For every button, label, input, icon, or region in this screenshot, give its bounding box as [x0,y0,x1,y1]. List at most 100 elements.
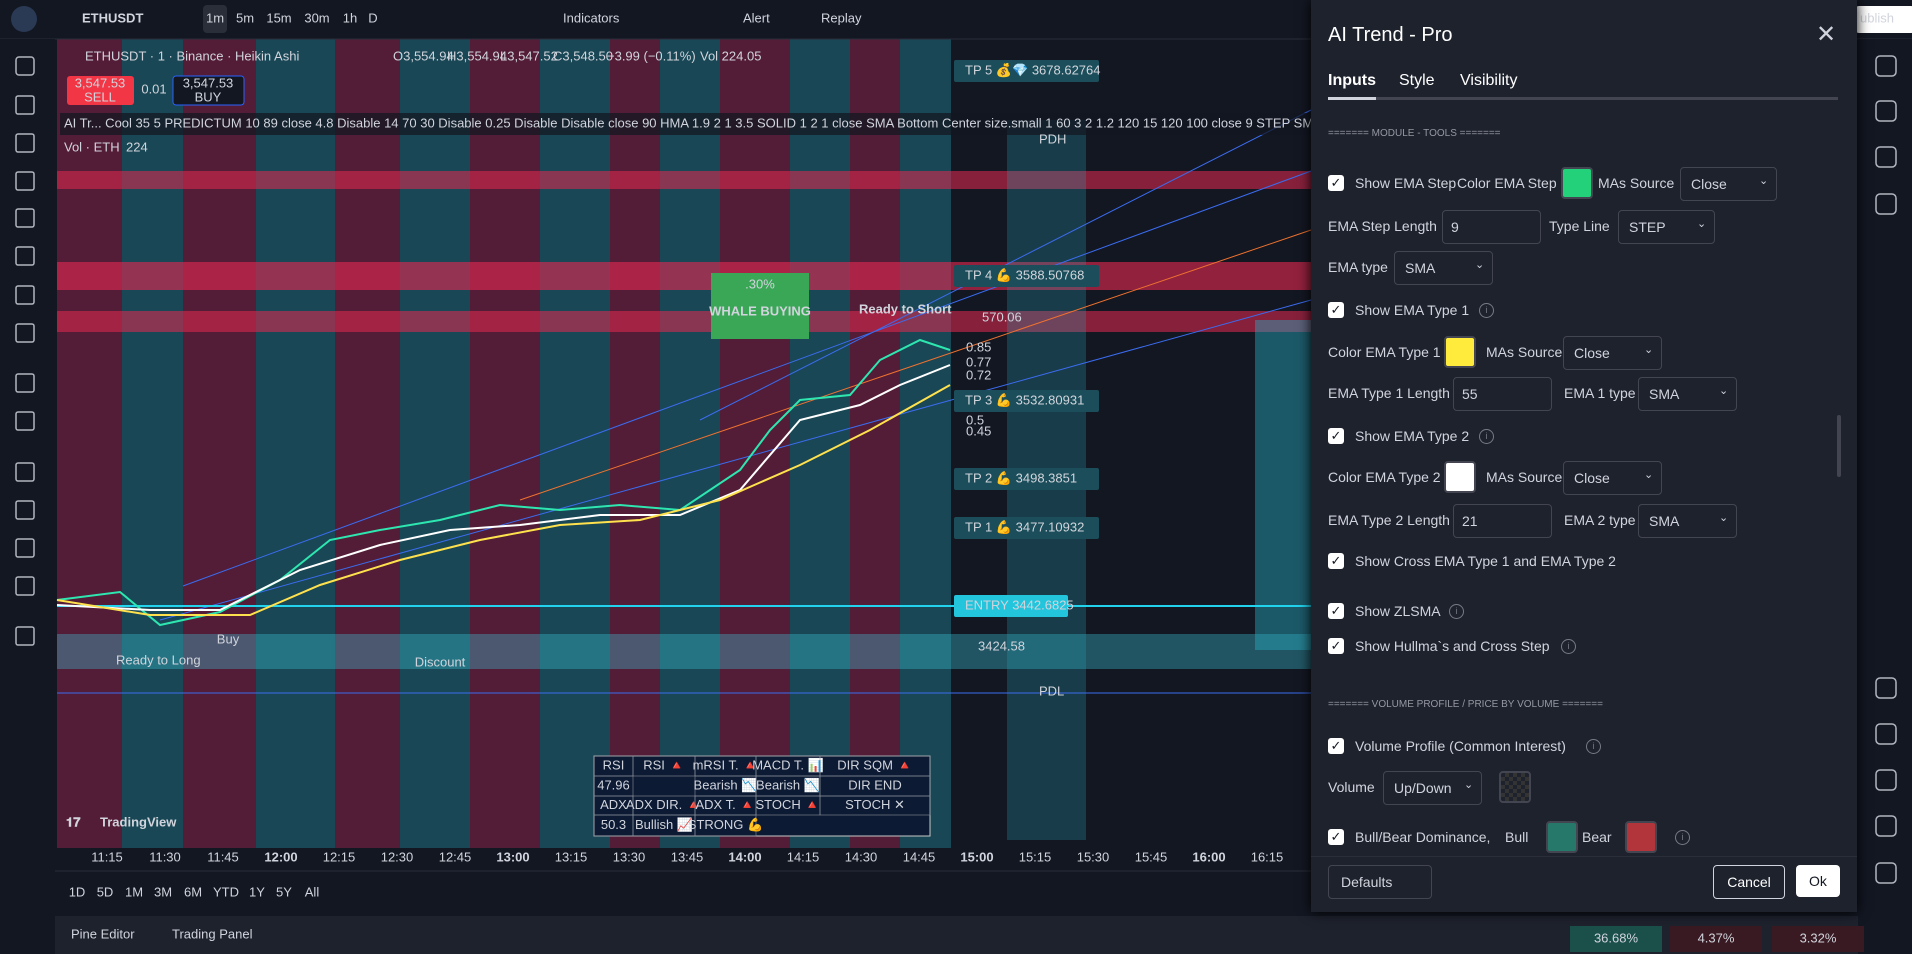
range-button[interactable]: All [305,884,320,899]
number-input[interactable]: 55 [1453,377,1552,411]
dialog-tab[interactable]: Style [1399,72,1435,89]
select[interactable]: Close [1563,336,1662,370]
interval-button[interactable]: 1m [206,10,224,25]
time-label: 14:15 [787,849,820,864]
checkbox[interactable]: ✓ [1328,428,1344,444]
sidebar-icon[interactable] [1875,55,1897,77]
checkbox[interactable]: ✓ [1328,302,1344,318]
tool-icon[interactable] [15,208,35,228]
tool-icon[interactable] [15,411,35,431]
publish-button[interactable] [1855,6,1912,33]
checkbox-label[interactable]: Show Cross EMA Type 1 and EMA Type 2 [1355,553,1616,569]
sell-button[interactable] [67,76,134,105]
logo[interactable] [11,6,37,32]
defaults-button[interactable]: Defaults [1328,865,1432,899]
select[interactable]: SMA [1638,377,1737,411]
tool-icon[interactable] [15,56,35,76]
select[interactable]: Close [1563,461,1662,495]
sidebar-icon[interactable] [1875,815,1897,837]
whale-label: WHALE BUYING [709,303,811,318]
interval-button[interactable]: 1h [343,10,357,25]
interval-button[interactable]: 15m [266,10,291,25]
trading-panel-tab[interactable]: Trading Panel [172,926,253,941]
replay-button[interactable]: Replay [821,10,862,25]
time-label: 15:00 [960,849,993,864]
stat-value: 3.32% [1800,930,1837,945]
color-swatch[interactable] [1444,461,1476,493]
interval-button[interactable]: D [368,10,377,25]
tool-icon[interactable] [15,285,35,305]
color-swatch[interactable] [1444,336,1476,368]
checkbox[interactable]: ✓ [1328,603,1344,619]
close-button[interactable]: ✕ [1816,21,1837,48]
range-button[interactable]: 5D [97,884,114,899]
cancel-button[interactable]: Cancel [1713,865,1785,899]
interval-button[interactable]: 5m [236,10,254,25]
range-button[interactable]: 5Y [276,884,292,899]
alert-button[interactable]: Alert [743,10,770,25]
color-swatch[interactable] [1546,821,1578,853]
dialog-tab[interactable]: Inputs [1328,72,1376,89]
ok-button[interactable]: Ok [1796,865,1840,897]
tool-icon[interactable] [15,246,35,266]
info-icon: i [1479,303,1494,318]
tool-icon[interactable] [15,133,35,153]
tool-icon[interactable] [15,462,35,482]
color-swatch[interactable] [1499,771,1531,803]
checkbox[interactable]: ✓ [1328,829,1344,845]
checkbox-label[interactable]: Volume Profile (Common Interest) [1355,738,1566,754]
tab-rule [1328,97,1838,100]
tool-icon[interactable] [15,323,35,343]
tool-icon[interactable] [15,373,35,393]
ema-yellow [56,384,951,616]
tool-icon[interactable] [15,95,35,115]
range-button[interactable]: YTD [213,884,239,899]
sidebar-icon[interactable] [1875,769,1897,791]
pine-editor-tab[interactable]: Pine Editor [71,926,135,941]
symbol-search[interactable]: ETHUSDT [82,10,143,25]
select[interactable]: SMA [1638,504,1737,538]
number-input[interactable]: 21 [1453,504,1552,538]
color-swatch[interactable] [1561,167,1593,199]
tool-icon[interactable] [15,500,35,520]
checkbox[interactable]: ✓ [1328,175,1344,191]
dialog-tab[interactable]: Visibility [1460,72,1518,89]
tool-icon[interactable] [15,538,35,558]
checkbox-label[interactable]: Show EMA Step [1355,175,1457,191]
sidebar-icon[interactable] [1875,193,1897,215]
range-button[interactable]: 1Y [249,884,265,899]
checkbox-label[interactable]: Show EMA Type 1 [1355,302,1470,318]
checkbox-label[interactable]: Show ZLSMA [1355,603,1441,619]
buy-button[interactable] [172,75,245,106]
range-button[interactable]: 1M [125,884,143,899]
checkbox-label[interactable]: Bull/Bear Dominance, [1355,829,1491,845]
sidebar-icon[interactable] [1875,146,1897,168]
checkbox[interactable]: ✓ [1328,638,1344,654]
range-button[interactable]: 6M [184,884,202,899]
bottom-panel [55,916,1858,954]
indicators-button[interactable]: Indicators [563,10,620,25]
number-input[interactable]: 9 [1442,210,1541,244]
color-swatch[interactable] [1625,821,1657,853]
range-button[interactable]: 3M [154,884,172,899]
checkbox-label[interactable]: Show EMA Type 2 [1355,428,1470,444]
select[interactable]: Up/Down [1383,771,1482,805]
select[interactable]: SMA [1394,251,1493,285]
fib-label: 0.72 [966,367,991,382]
select[interactable]: Close [1680,167,1777,201]
tool-icon[interactable] [15,626,35,646]
checkbox[interactable]: ✓ [1328,553,1344,569]
tool-icon[interactable] [15,576,35,596]
checkbox-label[interactable]: Show Hullma`s and Cross Step [1355,638,1550,654]
interval-button[interactable]: 30m [304,10,329,25]
sidebar-icon[interactable] [1875,677,1897,699]
checkbox[interactable]: ✓ [1328,738,1344,754]
select[interactable]: STEP [1618,210,1715,244]
scrollbar [1837,415,1841,477]
sidebar-icon[interactable] [1875,723,1897,745]
sidebar-icon[interactable] [1875,100,1897,122]
publish-label[interactable]: ublish [1860,10,1894,25]
sidebar-icon[interactable] [1875,862,1897,884]
tool-icon[interactable] [15,171,35,191]
range-button[interactable]: 1D [69,884,86,899]
